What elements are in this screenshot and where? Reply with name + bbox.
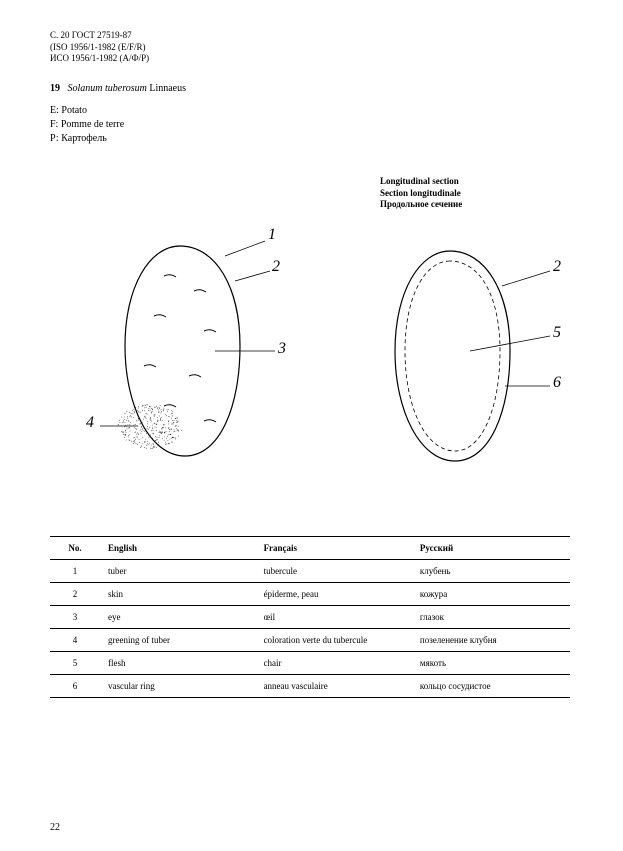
header-line-1: С. 20 ГОСТ 27519-87 (50, 30, 583, 42)
cell-en: greening of tuber (100, 629, 256, 652)
callout-4: 4 (86, 414, 94, 432)
cell-ru: кольцо сосудистое (412, 675, 570, 698)
cell-en: vascular ring (100, 675, 256, 698)
name-english: E: Potato (50, 104, 583, 118)
cell-fr: tubercule (256, 560, 412, 583)
table-row: 6vascular ringanneau vasculaireкольцо со… (50, 675, 570, 698)
callout-5: 5 (553, 324, 561, 342)
header-russian: Русский (412, 537, 570, 560)
species-heading: 19 Solanum tuberosum Linnaeus (50, 83, 583, 94)
name-russian: Р: Картофель (50, 132, 583, 146)
cell-no: 3 (50, 606, 100, 629)
cell-no: 1 (50, 560, 100, 583)
table-row: 1tubertuberculeклубень (50, 560, 570, 583)
callout-6: 6 (553, 374, 561, 392)
common-names: E: Potato F: Pomme de terre Р: Картофель (50, 104, 583, 146)
callout-1: 1 (268, 226, 276, 244)
cell-no: 6 (50, 675, 100, 698)
callout-3: 3 (278, 340, 286, 358)
document-header: С. 20 ГОСТ 27519-87 (ISO 1956/1-1982 (E/… (50, 30, 583, 65)
cell-ru: глазок (412, 606, 570, 629)
cell-fr: chair (256, 652, 412, 675)
cell-no: 2 (50, 583, 100, 606)
cell-fr: anneau vasculaire (256, 675, 412, 698)
table-row: 5fleshchairмякоть (50, 652, 570, 675)
cell-ru: мякоть (412, 652, 570, 675)
cell-no: 5 (50, 652, 100, 675)
page-number: 22 (50, 822, 60, 833)
document-page: С. 20 ГОСТ 27519-87 (ISO 1956/1-1982 (E/… (0, 0, 623, 851)
cell-ru: позеленение клубня (412, 629, 570, 652)
table-row: 4greening of tubercoloration verte du tu… (50, 629, 570, 652)
species-latin: Solanum tuberosum (68, 83, 147, 94)
table-row: 2skinépiderme, peauкожура (50, 583, 570, 606)
cell-en: flesh (100, 652, 256, 675)
cell-ru: кожура (412, 583, 570, 606)
cell-fr: œil (256, 606, 412, 629)
diagram-area: Longitudinal section Section longitudina… (50, 176, 570, 476)
header-no: No. (50, 537, 100, 560)
table-header-row: No. English Français Русский (50, 537, 570, 560)
section-caption: Longitudinal section Section longitudina… (380, 176, 462, 211)
cell-fr: coloration verte du tubercule (256, 629, 412, 652)
header-line-3: ИСО 1956/1-1982 (А/Ф/Р) (50, 53, 583, 65)
name-french: F: Pomme de terre (50, 118, 583, 132)
header-french: Français (256, 537, 412, 560)
species-author: Linnaeus (149, 83, 186, 94)
cell-ru: клубень (412, 560, 570, 583)
callout-2-right: 2 (553, 258, 561, 276)
header-english: English (100, 537, 256, 560)
cell-no: 4 (50, 629, 100, 652)
section-caption-fr: Section longitudinale (380, 188, 462, 200)
cell-en: tuber (100, 560, 256, 583)
cell-fr: épiderme, peau (256, 583, 412, 606)
cell-en: skin (100, 583, 256, 606)
section-caption-ru: Продольное сечение (380, 199, 462, 211)
table-row: 3eyeœilглазок (50, 606, 570, 629)
species-number: 19 (50, 83, 60, 94)
section-caption-en: Longitudinal section (380, 176, 462, 188)
header-line-2: (ISO 1956/1-1982 (E/F/R) (50, 42, 583, 54)
terminology-table: No. English Français Русский 1tubertuber… (50, 536, 570, 698)
cell-en: eye (100, 606, 256, 629)
callout-2-left: 2 (272, 258, 280, 276)
potato-diagram-svg (50, 176, 570, 476)
